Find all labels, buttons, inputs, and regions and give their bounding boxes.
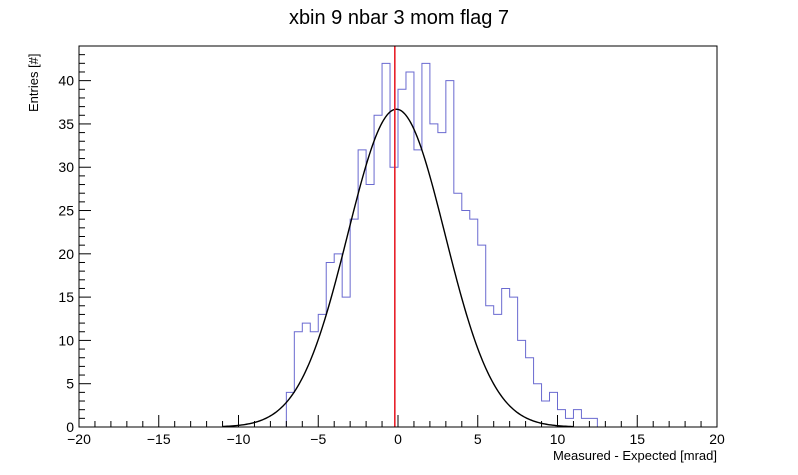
fit-curve: [222, 108, 574, 428]
histogram-bin: [573, 410, 581, 427]
histogram-bin: [486, 306, 494, 427]
histogram-bin: [382, 63, 390, 427]
x-axis-title: Measured - Expected [mrad]: [553, 448, 717, 463]
x-tick-label: −15: [147, 431, 171, 447]
x-tick-label: 15: [629, 431, 645, 447]
x-tick-label: −20: [67, 431, 91, 447]
x-tick-label: 10: [550, 431, 566, 447]
histogram-bin: [430, 124, 438, 427]
y-tick-label: 20: [58, 246, 74, 262]
histogram-bin: [326, 262, 334, 427]
histogram-bin: [374, 115, 382, 427]
x-tick-label: −10: [227, 431, 251, 447]
histogram-bin: [494, 314, 502, 427]
histogram-bin: [478, 245, 486, 427]
histogram-bin: [581, 418, 589, 427]
y-tick-label: 5: [66, 376, 74, 392]
histogram-bin: [366, 185, 374, 427]
y-tick-label: 35: [58, 116, 74, 132]
x-tick-label: 20: [709, 431, 725, 447]
x-tick-label: 5: [474, 431, 482, 447]
histogram-bin: [342, 297, 350, 427]
x-tick-label: −5: [310, 431, 326, 447]
plot-area: [222, 46, 606, 428]
y-tick-label: 15: [58, 289, 74, 305]
y-tick-label: 40: [58, 73, 74, 89]
y-tick-label: 25: [58, 203, 74, 219]
histogram-bin: [414, 150, 422, 427]
y-tick-label: 0: [66, 419, 74, 435]
histogram-outline: [285, 62, 606, 428]
histogram-bin: [550, 392, 558, 427]
y-tick-label: 10: [58, 332, 74, 348]
y-axis-title: Entries [#]: [26, 53, 41, 112]
histogram-bin: [438, 133, 446, 427]
histogram-bin: [350, 219, 358, 427]
histogram-bin: [422, 63, 430, 427]
histogram-bin: [318, 314, 326, 427]
histogram-bin: [502, 288, 510, 427]
histogram-bin: [454, 193, 462, 427]
histogram-bin: [398, 89, 406, 427]
histogram-bin: [526, 358, 534, 427]
histogram-bin: [470, 219, 478, 427]
histogram-bin: [462, 211, 470, 427]
histogram-bin: [558, 410, 566, 427]
y-tick-label: 30: [58, 159, 74, 175]
chart-title: xbin 9 nbar 3 mom flag 7: [289, 7, 509, 29]
histogram-bin: [310, 332, 318, 427]
histogram-bin: [534, 384, 542, 427]
histogram-bin: [589, 418, 597, 427]
x-tick-label: 0: [394, 431, 402, 447]
axes: −20 −15 −10 −5 0 5 10 15 20 0 5 10 15 20 25 30 35 40: [58, 45, 725, 447]
